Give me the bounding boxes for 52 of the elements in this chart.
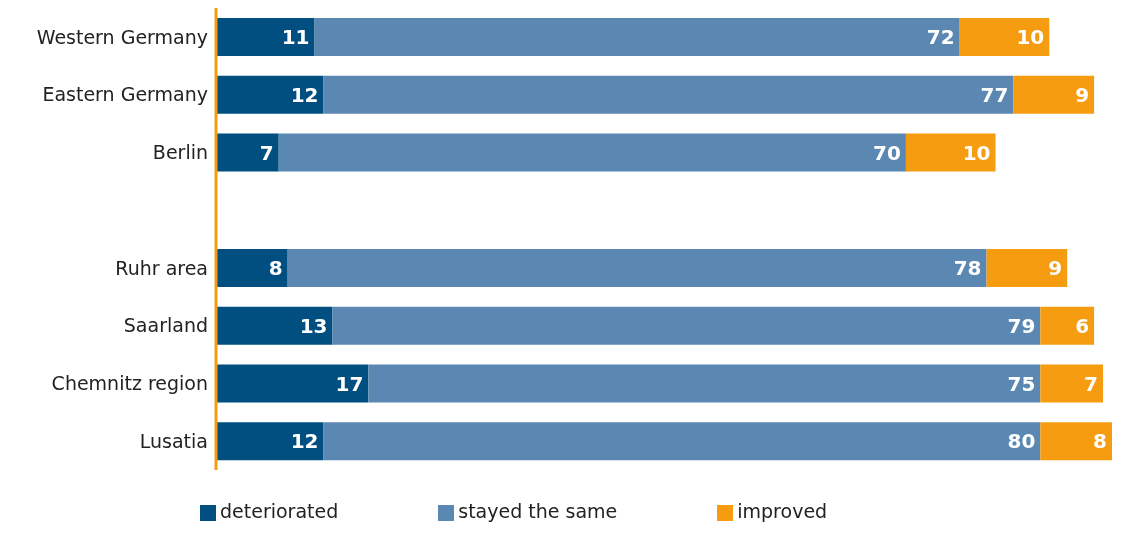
y-tick-label: Eastern Germany <box>42 83 208 106</box>
data-label: 80 <box>1007 429 1036 454</box>
data-label: 9 <box>1048 256 1063 281</box>
data-label: 7 <box>259 140 274 165</box>
bar <box>216 364 369 403</box>
data-label: 17 <box>335 371 364 396</box>
bar <box>368 364 1041 403</box>
y-tick-label: Chemnitz region <box>51 372 208 395</box>
bar <box>278 133 906 172</box>
bar <box>1040 306 1095 345</box>
y-tick-label: Lusatia <box>139 429 208 452</box>
data-label: 11 <box>281 25 310 50</box>
data-label: 6 <box>1075 313 1090 338</box>
data-label: 12 <box>290 82 319 107</box>
y-tick-label: Saarland <box>123 314 208 337</box>
bar <box>323 75 1014 114</box>
bar <box>216 306 333 345</box>
data-label: 78 <box>953 256 982 281</box>
bar <box>216 75 324 114</box>
data-label: 77 <box>980 82 1009 107</box>
bar <box>216 249 288 287</box>
bar <box>216 18 315 56</box>
legend-label: improved <box>737 500 828 522</box>
bar <box>216 133 279 172</box>
data-label: 70 <box>873 140 901 165</box>
bar <box>959 18 1050 56</box>
bar <box>314 18 960 56</box>
bar <box>287 249 987 287</box>
data-label: 8 <box>1093 429 1107 454</box>
bar <box>216 422 324 461</box>
data-label: 75 <box>1007 371 1036 396</box>
data-label: 9 <box>1075 82 1090 107</box>
data-label: 10 <box>962 140 991 165</box>
data-label: 8 <box>268 256 283 281</box>
legend-label: deteriorated <box>220 500 339 522</box>
data-label: 13 <box>299 313 328 338</box>
bar <box>1013 75 1095 114</box>
data-label: 72 <box>926 25 955 50</box>
bar <box>905 133 996 172</box>
y-tick-label: Berlin <box>152 141 208 164</box>
data-label: 10 <box>1016 25 1045 50</box>
data-label: 7 <box>1084 371 1099 396</box>
bar <box>986 249 1068 287</box>
bar <box>1040 422 1112 461</box>
bar <box>1040 364 1104 403</box>
data-label: 79 <box>1007 313 1036 338</box>
y-tick-label: Ruhr area <box>115 256 208 279</box>
legend-label: stayed the same <box>458 500 618 522</box>
data-label: 12 <box>290 429 319 454</box>
y-tick-label: Western Germany <box>36 25 208 48</box>
bar <box>323 422 1041 461</box>
bar <box>332 306 1041 345</box>
